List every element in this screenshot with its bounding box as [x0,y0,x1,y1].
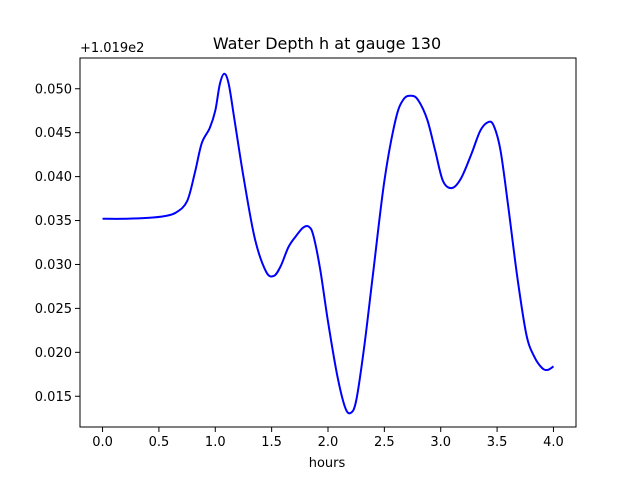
y-tick-label: 0.025 [35,302,72,317]
y-tick-label: 0.035 [35,214,72,229]
x-tick-label: 0.0 [92,435,113,450]
x-tick-label: 3.5 [487,435,508,450]
x-tick-label: 2.5 [374,435,395,450]
plot-frame [79,57,577,428]
y-tick-label: 0.050 [35,82,72,97]
series-line-0 [102,72,555,415]
x-tick-label: 3.0 [430,435,451,450]
x-tick-label: 2.0 [318,435,339,450]
y-tick-label: 0.020 [35,346,72,361]
y-tick-label: 0.030 [35,258,72,273]
y-offset-label: +1.019e2 [80,41,144,56]
y-tick-label: 0.015 [35,390,72,405]
y-tick-label: 0.045 [35,126,72,141]
x-tick-label: 1.0 [205,435,226,450]
plot-area: 0.0 0.5 1.0 1.5 2.0 2.5 3.0 3.5 4.0 0.015 0.020 0.0… [35,57,577,450]
chart-title: Water Depth h at gauge 130 [213,34,441,53]
x-tick-label: 0.5 [149,435,170,450]
y-tick-label: 0.040 [35,170,72,185]
x-axis-label: hours [309,456,346,471]
x-tick-label: 1.5 [261,435,282,450]
x-tick-label: 4.0 [543,435,564,450]
